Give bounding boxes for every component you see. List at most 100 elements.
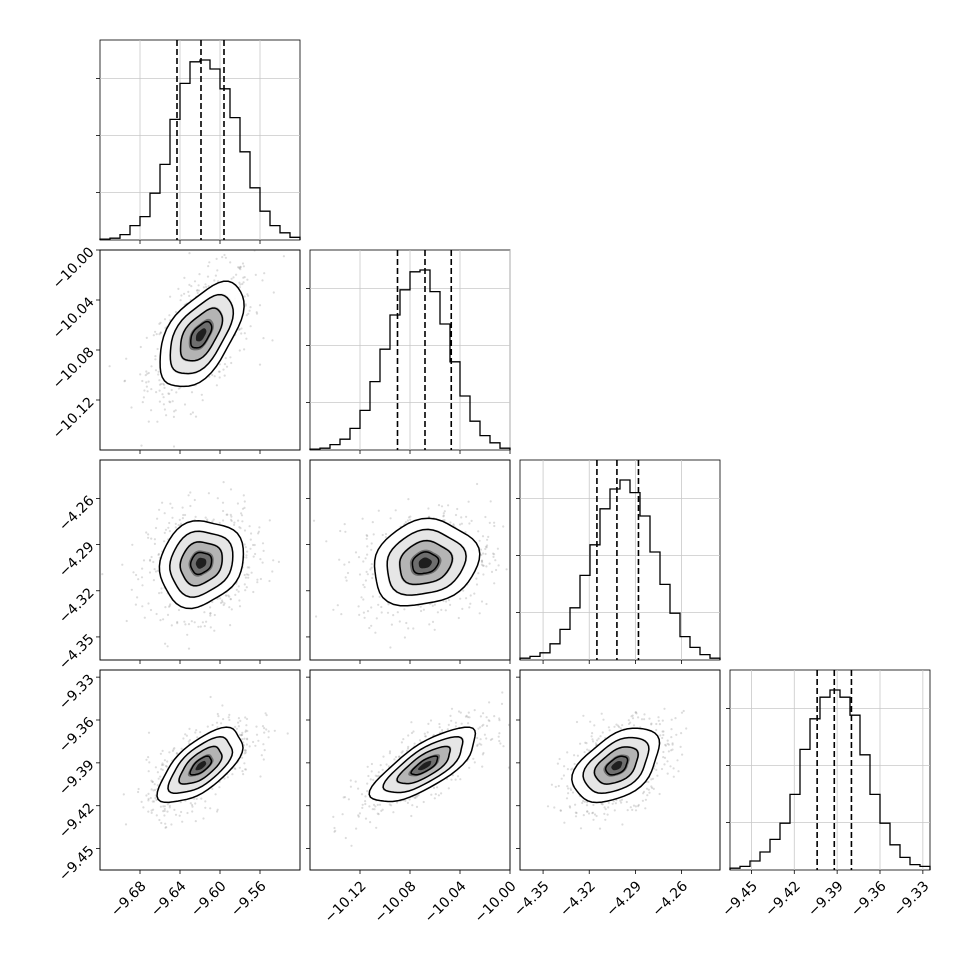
scatter-point	[489, 738, 492, 742]
scatter-point	[207, 492, 210, 495]
scatter-point	[424, 735, 427, 738]
scatter-point	[357, 814, 360, 817]
scatter-point	[252, 543, 255, 547]
scatter-point	[607, 801, 610, 805]
scatter-point	[141, 584, 144, 587]
scatter-point	[229, 261, 232, 264]
scatter-point	[194, 802, 197, 805]
scatter-point	[364, 795, 367, 798]
scatter-point	[566, 768, 570, 771]
scatter-point	[459, 597, 462, 600]
scatter-point	[642, 790, 646, 794]
contour-line	[179, 541, 223, 587]
scatter-point	[188, 252, 191, 255]
scatter-point	[666, 742, 669, 745]
scatter-point	[422, 608, 425, 611]
scatter-point	[664, 744, 668, 747]
scatter-point	[643, 718, 646, 721]
scatter-point	[150, 811, 153, 815]
scatter-point	[150, 779, 153, 782]
scatter-point	[357, 787, 360, 790]
panel-frame	[99, 669, 301, 871]
scatter-point	[158, 322, 161, 325]
scatter-point	[631, 717, 635, 720]
contour-line	[582, 736, 650, 795]
scatter-point	[248, 745, 251, 748]
scatter-point	[377, 509, 380, 512]
scatter-point	[243, 529, 247, 532]
scatter-point	[171, 400, 174, 403]
x-tick-label: −9.60	[188, 878, 230, 920]
scatter-point	[663, 707, 666, 710]
scatter-point	[467, 711, 470, 714]
scatter-point	[666, 772, 669, 775]
scatter-point	[271, 570, 274, 573]
scatter-point	[145, 381, 148, 384]
scatter-point	[372, 533, 375, 536]
scatter-point	[666, 760, 669, 763]
density-panel	[96, 249, 301, 457]
scatter-point	[241, 731, 244, 734]
scatter-point	[468, 716, 471, 719]
scatter-point	[230, 277, 233, 280]
scatter-point	[197, 284, 200, 287]
scatter-point	[473, 709, 476, 712]
scatter-point	[488, 701, 491, 704]
scatter-point	[437, 794, 440, 797]
scatter-point	[615, 799, 618, 802]
scatter-point	[222, 368, 225, 371]
scatter-point	[242, 276, 245, 279]
scatter-point	[157, 553, 160, 557]
scatter-point	[153, 542, 156, 546]
scatter-point	[200, 797, 203, 800]
scatter-point	[168, 605, 171, 608]
scatter-point	[237, 266, 240, 269]
scatter-point	[662, 750, 665, 754]
scatter-point	[171, 749, 174, 753]
scatter-point	[258, 526, 261, 529]
scatter-point	[238, 328, 241, 331]
scatter-point	[481, 561, 484, 564]
scatter-point	[272, 559, 275, 562]
scatter-point	[447, 599, 451, 602]
scatter-point	[243, 506, 246, 509]
y-tick-label: −9.33	[56, 671, 98, 713]
scatter-point	[241, 262, 245, 265]
scatter-point	[365, 537, 368, 540]
scatter-point	[348, 561, 351, 564]
scatter-point	[368, 626, 371, 630]
scatter-point	[469, 594, 472, 597]
scatter-point	[185, 455, 187, 457]
scatter-point	[209, 807, 212, 810]
scatter-point	[460, 522, 463, 525]
scatter-point	[387, 765, 390, 768]
scatter-point	[222, 603, 225, 607]
scatter-point	[230, 361, 233, 365]
scatter-point	[186, 633, 189, 636]
scatter-point	[371, 576, 374, 580]
scatter-point	[378, 803, 382, 806]
scatter-point	[465, 597, 468, 600]
scatter-point	[235, 727, 238, 730]
scatter-point	[629, 721, 632, 724]
scatter-point	[600, 802, 603, 806]
scatter-point	[221, 704, 224, 707]
scatter-point	[124, 823, 128, 826]
scatter-point	[575, 720, 579, 724]
scatter-point	[484, 515, 487, 519]
scatter-point	[158, 818, 161, 822]
scatter-point	[340, 613, 343, 616]
scatter-point	[194, 731, 197, 734]
scatter-point	[123, 380, 126, 383]
scatter-point	[420, 609, 423, 613]
scatter-point	[259, 558, 262, 561]
scatter-point	[478, 539, 481, 542]
scatter-point	[228, 713, 231, 717]
scatter-point	[637, 805, 640, 808]
scatter-point	[667, 743, 671, 746]
scatter-point	[476, 743, 479, 746]
scatter-point	[245, 337, 248, 340]
y-tick-label: −4.35	[56, 631, 98, 673]
scatter-point	[587, 812, 591, 815]
scatter-point	[470, 519, 473, 523]
